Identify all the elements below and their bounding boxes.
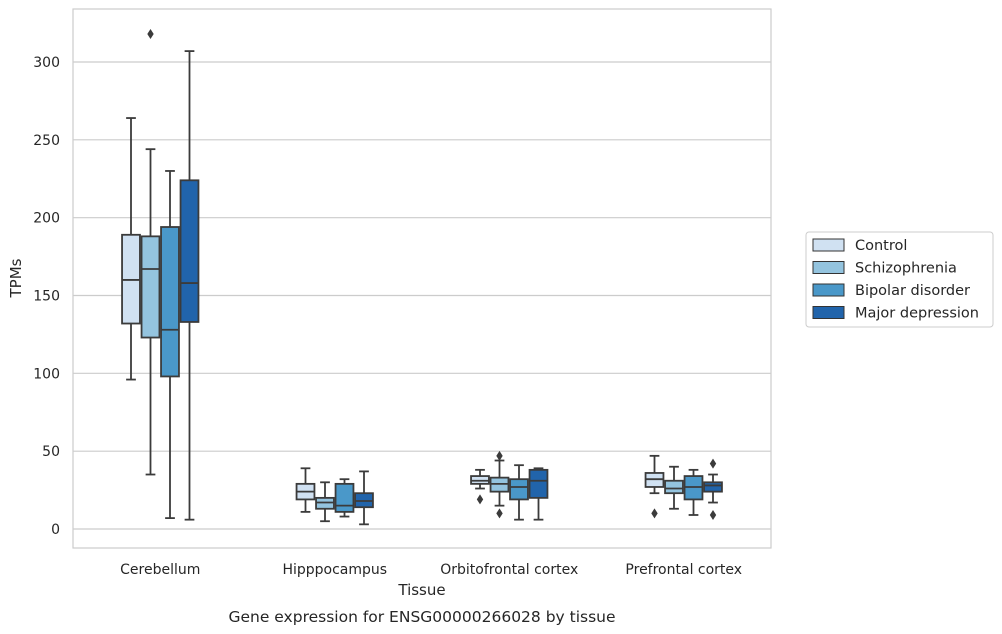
- chart-title: Gene expression for ENSG00000266028 by t…: [228, 608, 615, 626]
- outlier-point: [476, 494, 484, 505]
- x-tick-label: Orbitofrontal cortex: [440, 562, 578, 578]
- box: [489, 450, 510, 519]
- box: [315, 481, 335, 523]
- box: [140, 28, 161, 476]
- legend-label: Bipolar disorder: [855, 283, 970, 299]
- y-tick-label: 250: [33, 133, 60, 149]
- outlier-point: [496, 450, 503, 461]
- y-tick-label: 300: [33, 55, 60, 71]
- box: [334, 478, 355, 518]
- box: [160, 170, 180, 520]
- box-iqr: [664, 479, 684, 495]
- box-series: [121, 28, 723, 526]
- y-tick-label: 100: [33, 366, 60, 382]
- y-tick-label: 150: [33, 289, 60, 305]
- legend-frame: [805, 231, 994, 328]
- outlier-point: [496, 508, 503, 519]
- outlier-point: [709, 509, 717, 520]
- x-tick-label: Prefrontal cortex: [625, 562, 742, 578]
- box: [295, 467, 316, 513]
- legend-swatch: [812, 238, 845, 252]
- box-iqr: [509, 478, 529, 501]
- box-iqr: [179, 179, 200, 323]
- y-axis-ticks: 0 50 100 150 200 250 300: [33, 55, 60, 538]
- outlier-point: [651, 508, 658, 519]
- y-tick-label: 0: [51, 522, 60, 538]
- legend-swatch: [812, 283, 845, 297]
- legend-label: Schizophrenia: [855, 261, 957, 277]
- box: [528, 467, 549, 521]
- legend-swatch: [812, 261, 845, 274]
- box: [354, 470, 374, 526]
- x-axis-title: Tissue: [397, 581, 445, 599]
- legend-swatch: [812, 306, 845, 319]
- y-axis-title: TPMs: [7, 258, 25, 298]
- box: [683, 468, 704, 516]
- x-axis-ticks: Cerebellum Hipppocampus Orbitofrontal cort…: [120, 562, 742, 578]
- box: [121, 117, 141, 381]
- x-tick-label: Hipppocampus: [282, 562, 387, 578]
- box: [644, 454, 665, 519]
- legend-label: Control: [855, 238, 907, 254]
- y-tick-label: 200: [33, 211, 60, 227]
- box: [664, 465, 684, 510]
- legend-label: Major depression: [855, 306, 979, 322]
- box: [509, 464, 529, 521]
- y-tick-label: 50: [42, 444, 60, 460]
- box-iqr: [703, 481, 723, 493]
- box-iqr: [140, 235, 161, 339]
- outlier-point: [147, 28, 154, 39]
- box-iqr: [160, 226, 180, 378]
- x-tick-label: Cerebellum: [120, 562, 200, 578]
- box: [470, 468, 490, 505]
- legend: Control Schizophrenia Bipolar disorder Majo…: [805, 231, 994, 328]
- box-iqr: [528, 468, 549, 499]
- box: [703, 458, 723, 520]
- box-iqr: [334, 482, 355, 513]
- outlier-point: [709, 458, 717, 469]
- box: [179, 50, 200, 521]
